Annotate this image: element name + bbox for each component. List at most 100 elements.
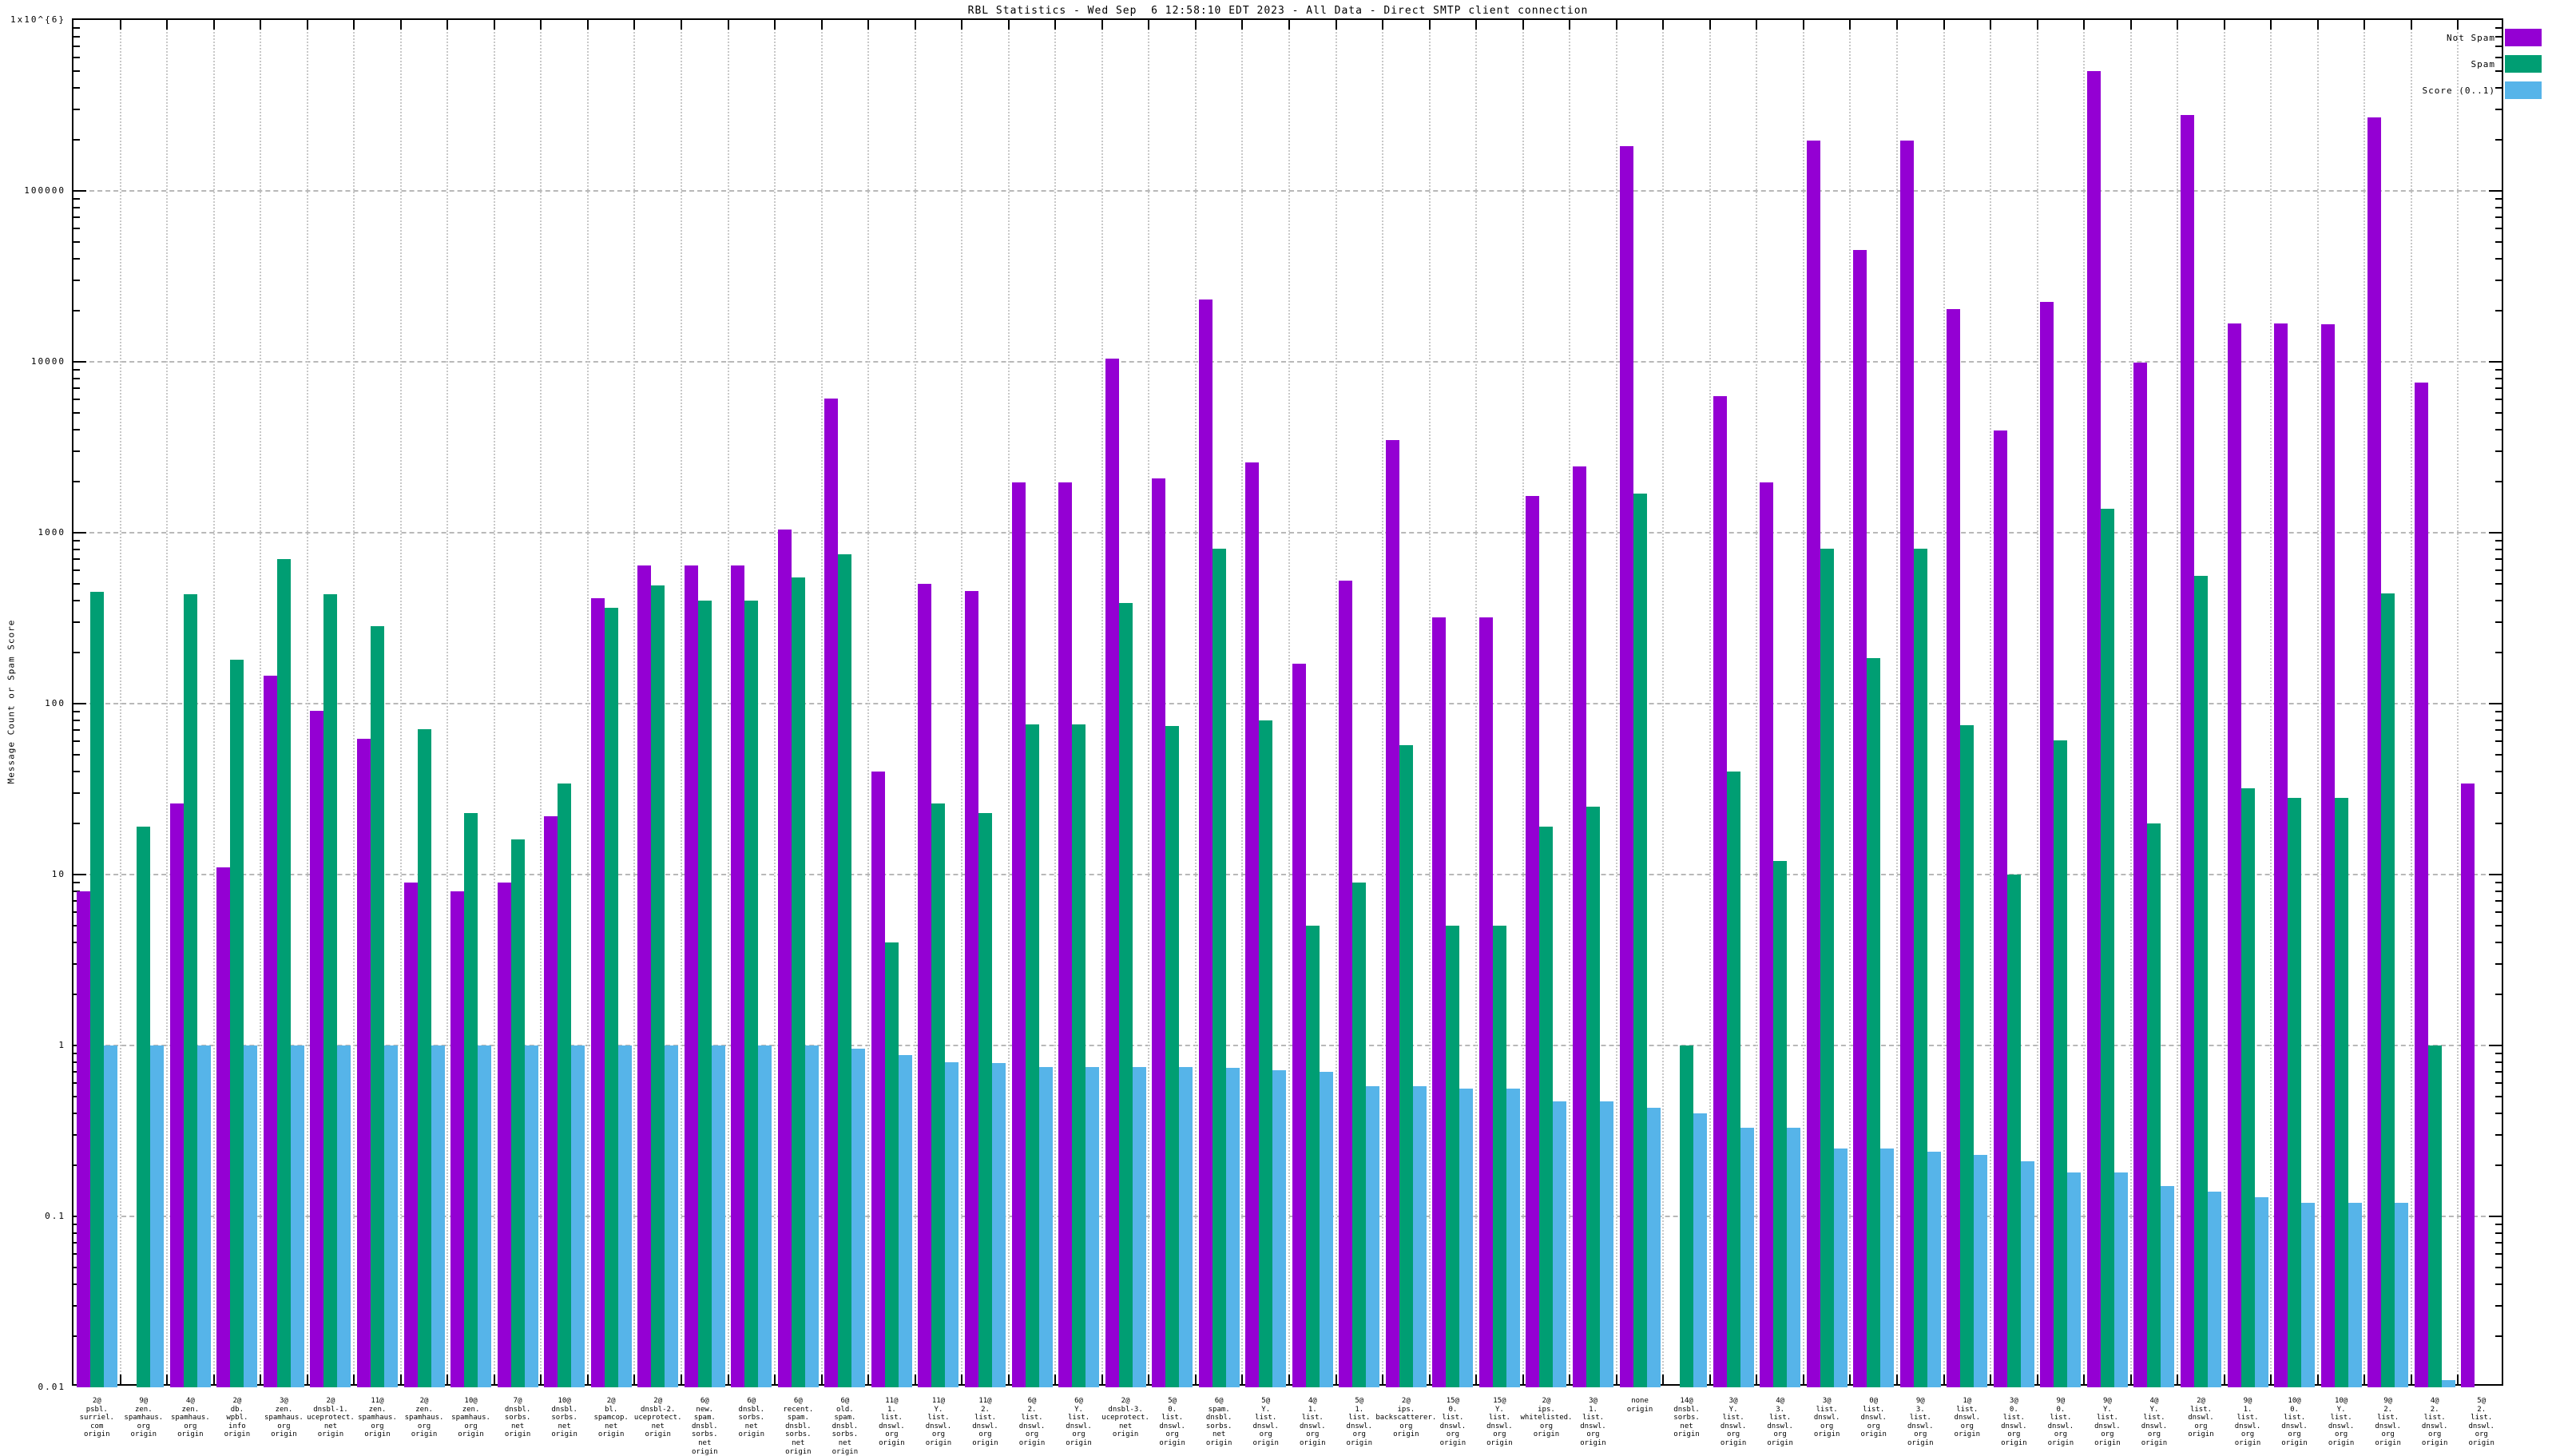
bar-not-spam	[1713, 396, 1727, 1387]
y-minor-tick	[2495, 600, 2502, 602]
x-tick-bottom	[447, 1375, 449, 1384]
x-gridline	[727, 20, 729, 1384]
y-minor-tick	[73, 197, 80, 200]
y-minor-tick	[2495, 368, 2502, 371]
x-gridline	[2083, 20, 2086, 1384]
bar-spam	[2006, 875, 2021, 1387]
x-gridline	[1101, 20, 1103, 1384]
x-gridline	[1569, 20, 1571, 1384]
bar-spam	[1165, 725, 1180, 1387]
x-tick-top	[2036, 20, 2038, 30]
x-tick-bottom	[119, 1375, 121, 1384]
legend: Not Spam Spam Score (0..1)	[2423, 29, 2542, 108]
x-tick-top	[1194, 20, 1197, 30]
bar-spam	[183, 594, 197, 1387]
x-tick-bottom	[399, 1375, 402, 1384]
bar-score	[1132, 1066, 1146, 1387]
legend-swatch-score	[2505, 81, 2542, 99]
bar-not-spam	[403, 882, 418, 1387]
x-tick-bottom	[633, 1375, 636, 1384]
bar-not-spam	[1619, 145, 1633, 1387]
x-tick-top	[1569, 20, 1571, 30]
x-tick-bottom	[1148, 1375, 1150, 1384]
bar-score	[1086, 1066, 1100, 1387]
y-minor-tick	[2495, 1283, 2502, 1286]
bar-not-spam	[2414, 382, 2428, 1387]
bar-not-spam	[76, 891, 90, 1387]
x-tick-bottom	[540, 1375, 542, 1384]
x-gridline	[1990, 20, 1992, 1384]
y-gridline	[73, 874, 2502, 875]
y-minor-tick	[2495, 822, 2502, 824]
bar-not-spam	[824, 398, 839, 1387]
y-minor-tick	[2495, 1052, 2502, 1054]
x-gridline	[212, 20, 215, 1384]
bar-not-spam	[1339, 580, 1353, 1387]
x-gridline	[774, 20, 776, 1384]
x-tick-top	[2410, 20, 2412, 30]
bar-not-spam	[2040, 302, 2054, 1387]
x-category-label: 5@ 2. list. dnswl. org origin	[2468, 1397, 2494, 1448]
x-category-label: 2@ ips. backscatterer. org origin	[1375, 1397, 1437, 1439]
bar-score	[1459, 1088, 1474, 1387]
bar-not-spam	[2227, 323, 2241, 1387]
bar-spam	[978, 812, 992, 1387]
y-minor-tick	[2495, 1232, 2502, 1234]
x-tick-bottom	[2270, 1375, 2272, 1384]
x-tick-bottom	[914, 1375, 916, 1384]
x-gridline	[540, 20, 542, 1384]
y-major-tick	[2489, 190, 2502, 192]
x-gridline	[1007, 20, 1010, 1384]
y-major-tick	[2489, 1045, 2502, 1046]
y-minor-tick	[2495, 70, 2502, 73]
y-minor-tick	[2495, 279, 2502, 281]
bar-score	[196, 1045, 211, 1387]
bar-score	[1366, 1085, 1380, 1387]
legend-label-spam: Spam	[2471, 58, 2495, 69]
x-tick-top	[820, 20, 823, 30]
bar-score	[2067, 1172, 2082, 1387]
x-tick-bottom	[586, 1375, 589, 1384]
y-minor-tick	[2495, 558, 2502, 561]
x-gridline	[1241, 20, 1244, 1384]
x-tick-top	[1101, 20, 1103, 30]
bar-not-spam	[1573, 466, 1586, 1387]
y-minor-tick	[73, 710, 80, 712]
y-minor-tick	[73, 480, 80, 482]
bar-score	[804, 1045, 819, 1387]
x-category-label: 2@ bl. spamcop. net origin	[593, 1397, 629, 1439]
bar-spam	[2381, 593, 2395, 1387]
y-gridline	[73, 532, 2502, 534]
y-minor-tick	[2495, 1267, 2502, 1269]
y-minor-tick	[2495, 309, 2502, 311]
x-tick-top	[493, 20, 495, 30]
y-minor-tick	[2495, 791, 2502, 794]
y-minor-tick	[73, 548, 80, 550]
x-gridline	[1194, 20, 1197, 1384]
bar-score	[1787, 1128, 1801, 1387]
y-minor-tick	[2495, 569, 2502, 572]
y-minor-tick	[2495, 1082, 2502, 1085]
x-tick-bottom	[1054, 1375, 1057, 1384]
x-tick-top	[586, 20, 589, 30]
chart-title: RBL Statistics - Wed Sep 6 12:58:10 EDT …	[967, 5, 1589, 17]
x-tick-top	[1756, 20, 1758, 30]
y-minor-tick	[73, 719, 80, 721]
bar-score	[2348, 1203, 2362, 1387]
y-minor-tick	[73, 279, 80, 281]
bar-not-spam	[871, 772, 885, 1387]
y-minor-tick	[2495, 1113, 2502, 1115]
y-minor-tick	[73, 57, 80, 59]
y-minor-tick	[73, 791, 80, 794]
y-minor-tick	[2495, 651, 2502, 653]
x-tick-bottom	[1990, 1375, 1992, 1384]
y-minor-tick	[2495, 87, 2502, 89]
y-minor-tick	[73, 206, 80, 208]
x-category-label: 2@ psbl. surriel. com origin	[79, 1397, 114, 1439]
bar-not-spam	[1105, 359, 1119, 1387]
bar-spam	[510, 839, 525, 1387]
x-tick-bottom	[306, 1375, 308, 1384]
x-category-label: 1@ list. dnswl. org origin	[1954, 1397, 1981, 1439]
bar-score	[992, 1062, 1006, 1387]
bar-score	[244, 1045, 258, 1387]
